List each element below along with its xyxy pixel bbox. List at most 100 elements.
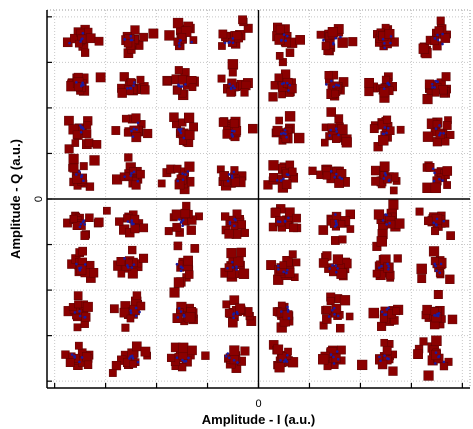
ideal-symbol-dot (288, 83, 292, 87)
ideal-symbol-dot (231, 135, 235, 138)
sample-marker (139, 223, 149, 233)
sample-marker (108, 369, 117, 377)
ideal-symbol-dot (329, 170, 333, 173)
ideal-symbol-dot (436, 314, 440, 318)
ideal-symbol-dot (179, 127, 183, 131)
ideal-symbol-dot (387, 265, 391, 268)
ideal-symbol-dot (334, 213, 337, 216)
sample-marker (293, 132, 305, 144)
sample-marker (129, 167, 137, 175)
ideal-symbol-dot (385, 223, 388, 226)
sample-marker (79, 162, 88, 171)
ideal-symbol-dot (332, 85, 335, 88)
sample-marker (422, 304, 432, 315)
ideal-symbol-dot (386, 357, 389, 360)
sample-marker (121, 114, 130, 123)
symbol-cluster (63, 291, 93, 332)
symbol-cluster (62, 24, 104, 57)
ideal-symbol-dot (283, 360, 286, 363)
sample-marker (85, 33, 96, 44)
sample-marker (380, 338, 389, 347)
ideal-symbol-dot (83, 223, 87, 226)
symbol-cluster (112, 153, 145, 190)
sample-marker (439, 361, 449, 371)
sample-marker (82, 129, 92, 139)
ideal-symbol-dot (179, 265, 183, 269)
sample-marker (388, 366, 398, 376)
sample-marker (232, 209, 242, 219)
ideal-symbol-dot (285, 135, 288, 139)
sample-marker (318, 354, 329, 365)
ideal-symbol-dot (322, 38, 325, 42)
sample-marker (173, 277, 185, 288)
sample-marker (386, 219, 396, 229)
symbol-cluster (111, 113, 153, 143)
ideal-symbol-dot (276, 220, 280, 223)
symbol-cluster (324, 70, 349, 101)
ideal-symbol-dot (435, 269, 438, 272)
symbol-cluster (148, 17, 198, 51)
symbol-cluster (316, 24, 358, 56)
ideal-symbol-dot (436, 38, 440, 42)
sample-marker (183, 255, 193, 266)
ideal-symbol-dot (224, 354, 228, 358)
sample-marker (89, 155, 100, 166)
ideal-symbol-dot (79, 266, 83, 269)
ideal-symbol-dot (178, 45, 181, 48)
ideal-symbol-dot (178, 39, 182, 42)
sample-marker (82, 301, 93, 312)
sample-marker (72, 174, 82, 184)
sample-marker (224, 263, 233, 272)
sample-marker (318, 225, 329, 235)
sample-marker (263, 180, 273, 190)
sample-marker (173, 164, 182, 173)
ideal-symbol-dot (382, 132, 386, 136)
sample-marker (186, 225, 196, 235)
symbol-cluster (173, 241, 200, 288)
ideal-symbol-dot (280, 82, 284, 86)
ideal-symbol-dot (75, 81, 78, 84)
ideal-symbol-dot (329, 353, 333, 356)
ideal-symbol-dot (178, 129, 182, 133)
ideal-symbol-dot (277, 264, 280, 268)
sample-marker (348, 37, 358, 47)
ideal-symbol-dot (233, 224, 236, 228)
ideal-symbol-dot (129, 174, 133, 177)
symbol-cluster (64, 115, 102, 154)
sample-marker (82, 352, 92, 362)
ideal-symbol-dot (282, 270, 285, 274)
ideal-symbol-dot (335, 222, 338, 225)
sample-marker (180, 208, 190, 219)
sample-marker (140, 346, 151, 357)
ideal-symbol-dot (384, 313, 388, 316)
sample-marker (131, 113, 141, 123)
ideal-symbol-dot (333, 176, 336, 179)
ideal-symbol-dot (223, 41, 227, 45)
ideal-symbol-dot (226, 267, 229, 270)
ideal-symbol-dot (81, 31, 85, 35)
ideal-symbol-dot (383, 42, 386, 45)
ideal-symbol-dot (439, 262, 443, 266)
sample-marker (169, 112, 179, 122)
sample-marker (248, 123, 258, 134)
sample-marker (178, 33, 187, 41)
sample-marker (418, 43, 429, 54)
sample-marker (78, 246, 87, 256)
sample-marker (235, 303, 246, 314)
sample-marker (357, 359, 368, 371)
sample-marker (345, 312, 354, 321)
ideal-symbol-dot (433, 314, 436, 317)
sample-marker (237, 220, 247, 229)
sample-marker (169, 287, 180, 298)
sample-marker (189, 36, 198, 44)
ideal-symbol-dot (389, 35, 393, 38)
ideal-symbol-dot (434, 223, 438, 226)
sample-marker (224, 229, 234, 239)
ideal-symbol-dot (129, 34, 133, 38)
sample-marker (436, 16, 445, 25)
symbol-cluster (66, 72, 106, 96)
ideal-symbol-dot (232, 313, 235, 316)
symbol-cluster (318, 345, 346, 371)
ideal-symbol-dot (434, 264, 437, 268)
